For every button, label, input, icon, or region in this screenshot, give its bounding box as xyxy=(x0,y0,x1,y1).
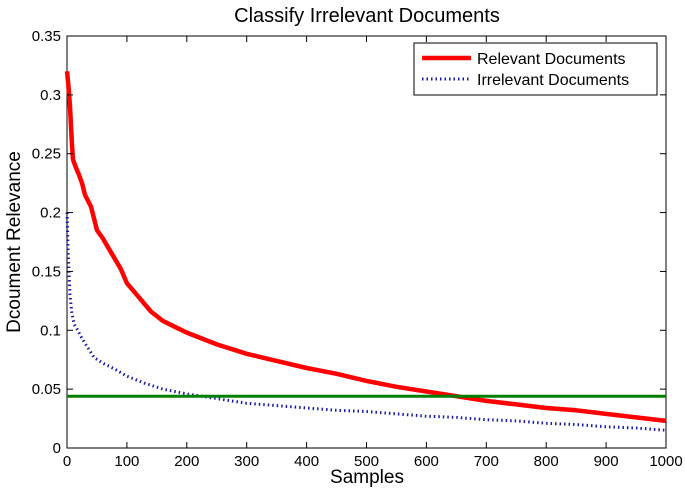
y-tick-label: 0 xyxy=(53,440,61,457)
x-tick-label: 100 xyxy=(114,453,139,470)
y-tick-label: 0.05 xyxy=(32,381,61,398)
y-tick-label: 0.15 xyxy=(32,263,61,280)
x-tick-label: 1000 xyxy=(649,453,682,470)
legend-box xyxy=(413,42,658,96)
legend-label-irrelevant: Irrelevant Documents xyxy=(477,72,629,89)
legend-label-relevant: Relevant Documents xyxy=(477,51,626,68)
x-tick-label: 700 xyxy=(474,453,499,470)
x-tick-label: 0 xyxy=(63,453,71,470)
plot-frame xyxy=(66,35,667,449)
x-tick-label: 500 xyxy=(354,453,379,470)
ticks-layer: 0 100 200 300 400 500 600 700 800 900 1000 0 0.05 0.1… xyxy=(32,28,683,470)
x-tick-label: 900 xyxy=(594,453,619,470)
x-tick-label: 300 xyxy=(234,453,259,470)
x-tick-label: 600 xyxy=(414,453,439,470)
y-axis-title: Dcoument Relevance xyxy=(4,151,25,333)
series-layer xyxy=(64,71,667,432)
x-tick-label: 800 xyxy=(534,453,559,470)
x-axis-title: Samples xyxy=(330,467,404,488)
chart-title: Classify Irrelevant Documents xyxy=(234,5,500,27)
y-tick-label: 0.2 xyxy=(40,205,61,222)
x-tick-label: 200 xyxy=(174,453,199,470)
plot-area: 0 100 200 300 400 500 600 700 800 900 1000 0 0.05 0.1… xyxy=(32,28,683,470)
y-tick-label: 0.1 xyxy=(40,322,61,339)
series-relevant-line xyxy=(64,71,667,424)
x-tick-label: 400 xyxy=(294,453,319,470)
y-tick-label: 0.35 xyxy=(32,28,61,45)
y-tick-label: 0.3 xyxy=(40,87,61,104)
y-tick-label: 0.25 xyxy=(32,146,61,163)
legend: Relevant Documents Irrelevant Documents xyxy=(413,42,658,96)
